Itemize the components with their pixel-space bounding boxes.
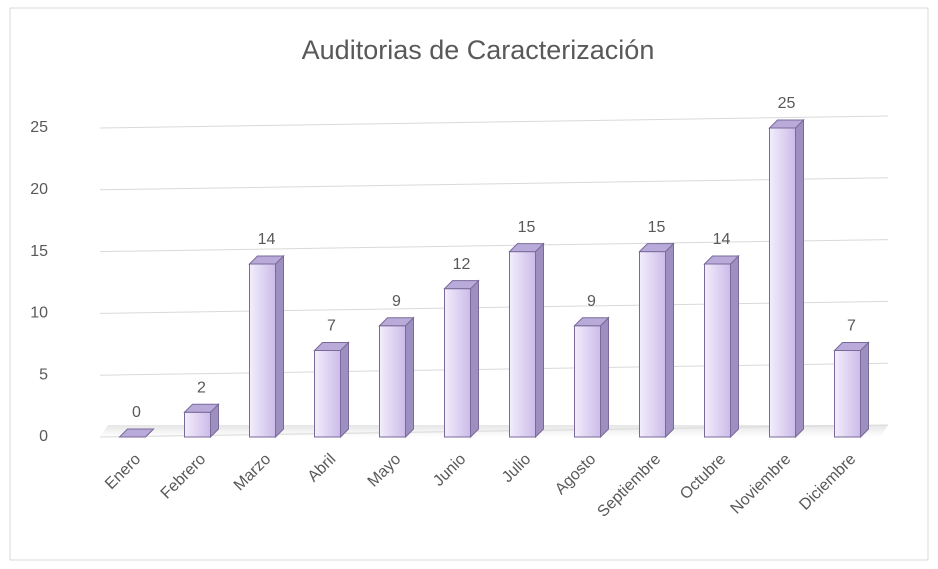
value-label: 2	[197, 379, 206, 396]
bar-front	[704, 263, 731, 438]
bar-front	[249, 263, 276, 438]
bar-side	[275, 254, 284, 439]
value-label: 9	[587, 293, 596, 310]
bar-front	[639, 251, 666, 438]
value-label: 15	[648, 219, 666, 236]
bar-front	[769, 127, 796, 438]
bar-side	[405, 316, 414, 439]
bar-side	[795, 118, 804, 439]
bar-front	[509, 251, 536, 438]
bar-front	[574, 325, 601, 438]
y-tick-label: 25	[30, 119, 48, 136]
bar-front	[444, 288, 471, 438]
bar-top	[833, 341, 870, 351]
value-label: 7	[847, 318, 856, 335]
grid-line	[99, 362, 889, 376]
y-tick-label: 10	[30, 305, 48, 322]
bar	[638, 242, 675, 439]
value-label: 14	[713, 231, 731, 248]
value-label: 25	[778, 95, 796, 112]
value-label: 0	[132, 404, 141, 421]
bar-front	[379, 325, 406, 438]
grid-line	[99, 115, 889, 129]
bar-side	[730, 254, 739, 439]
bar-side	[600, 316, 609, 439]
bar	[248, 254, 285, 439]
bar-top	[183, 403, 220, 413]
bar	[768, 118, 805, 439]
value-label: 7	[327, 318, 336, 335]
bar	[313, 341, 350, 439]
value-label: 9	[392, 293, 401, 310]
value-label: 15	[518, 219, 536, 236]
grid-line	[99, 177, 889, 191]
bar-front	[314, 349, 341, 438]
bar	[183, 403, 220, 439]
bar-side	[535, 242, 544, 439]
bar-top	[378, 317, 415, 327]
chart-title: Auditorias de Caracterización	[302, 35, 655, 65]
bar-top	[768, 119, 805, 129]
bar-side	[665, 242, 674, 439]
bar	[703, 254, 740, 439]
bar	[378, 316, 415, 439]
value-label: 14	[258, 231, 276, 248]
y-tick-label: 0	[39, 428, 48, 445]
bar	[833, 341, 870, 439]
bar-front	[834, 349, 861, 438]
bar	[118, 428, 155, 438]
bar-top	[508, 243, 545, 253]
bar-side	[340, 341, 349, 439]
bar-side	[470, 279, 479, 439]
bar	[443, 279, 480, 439]
grid-line	[99, 239, 889, 253]
value-label: 12	[453, 256, 471, 273]
bar-side	[860, 341, 869, 439]
bar-top	[443, 280, 480, 290]
grid-line	[99, 300, 889, 314]
bar	[573, 316, 610, 439]
grid-line	[99, 424, 889, 438]
bar-front	[184, 411, 211, 438]
bar-top	[703, 255, 740, 265]
y-tick-label: 5	[39, 366, 48, 383]
bar-top	[248, 255, 285, 265]
bar	[508, 242, 545, 439]
bar-top	[638, 243, 675, 253]
y-tick-label: 15	[30, 243, 48, 260]
bar-top	[118, 428, 155, 438]
bar-top	[313, 341, 350, 351]
y-tick-label: 20	[30, 181, 48, 198]
bar-top	[573, 317, 610, 327]
